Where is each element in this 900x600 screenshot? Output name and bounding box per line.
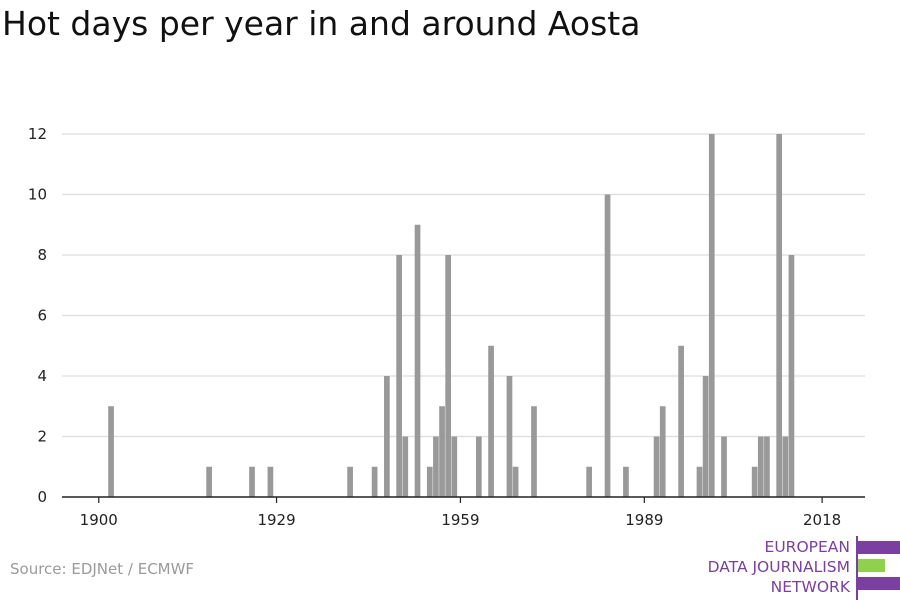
x-tick-label: 1929 bbox=[257, 511, 295, 529]
bar bbox=[702, 376, 709, 497]
y-tick-label: 10 bbox=[28, 186, 47, 204]
bar bbox=[396, 255, 402, 497]
bar bbox=[604, 194, 611, 497]
bar bbox=[776, 134, 783, 497]
bar bbox=[433, 436, 439, 497]
bar bbox=[653, 436, 660, 497]
bar bbox=[414, 224, 421, 497]
chart-title: Hot days per year in and around Aosta bbox=[2, 4, 641, 43]
bar bbox=[439, 406, 445, 497]
bar bbox=[402, 436, 409, 497]
bar bbox=[678, 345, 684, 497]
bar bbox=[371, 466, 378, 497]
bar bbox=[788, 255, 795, 497]
y-tick-label: 12 bbox=[28, 125, 47, 143]
bar bbox=[445, 255, 452, 497]
bar bbox=[708, 134, 715, 497]
logo-bar-top bbox=[858, 541, 900, 554]
bar bbox=[764, 436, 770, 497]
bar bbox=[206, 466, 212, 497]
logo-line-3: NETWORK bbox=[770, 578, 850, 596]
y-tick-label: 6 bbox=[37, 307, 47, 325]
y-axis: 0 2 4 6 8 10 12 bbox=[28, 125, 47, 506]
bar bbox=[531, 406, 537, 497]
bar bbox=[659, 406, 666, 497]
bar bbox=[751, 466, 758, 497]
logo-bar-bottom bbox=[858, 577, 900, 590]
bar bbox=[488, 345, 494, 497]
bar bbox=[267, 466, 274, 497]
bar bbox=[249, 466, 255, 497]
logo-divider bbox=[856, 536, 858, 600]
bar bbox=[782, 436, 789, 497]
x-tick-label: 1989 bbox=[625, 511, 663, 529]
bar bbox=[586, 466, 593, 497]
bar bbox=[426, 466, 433, 497]
bar bbox=[506, 376, 513, 497]
bar bbox=[451, 436, 458, 497]
bar bbox=[475, 436, 482, 497]
bar bbox=[721, 436, 727, 497]
bars bbox=[108, 134, 795, 497]
bar bbox=[512, 466, 519, 497]
y-tick-label: 4 bbox=[37, 367, 47, 385]
bar bbox=[696, 466, 703, 497]
x-tick-label: 1900 bbox=[80, 511, 118, 529]
x-tick-label: 2018 bbox=[803, 511, 841, 529]
source-note: Source: EDJNet / ECMWF bbox=[10, 560, 195, 578]
x-axis: 1900 1929 1959 1989 2018 bbox=[62, 496, 865, 529]
logo-bar-middle bbox=[858, 559, 885, 572]
bar bbox=[623, 466, 629, 497]
y-tick-label: 2 bbox=[37, 428, 47, 446]
gridlines bbox=[62, 133, 865, 438]
bar bbox=[347, 466, 353, 497]
edjnet-logo: EUROPEAN DATA JOURNALISM NETWORK bbox=[700, 536, 900, 600]
bar bbox=[108, 406, 114, 497]
bar bbox=[384, 376, 390, 497]
logo-line-2: DATA JOURNALISM bbox=[707, 558, 850, 576]
x-tick-label: 1959 bbox=[441, 511, 479, 529]
y-tick-label: 0 bbox=[37, 488, 47, 506]
logo-line-1: EUROPEAN bbox=[764, 538, 850, 556]
y-tick-label: 8 bbox=[37, 246, 47, 264]
bar bbox=[757, 436, 764, 497]
